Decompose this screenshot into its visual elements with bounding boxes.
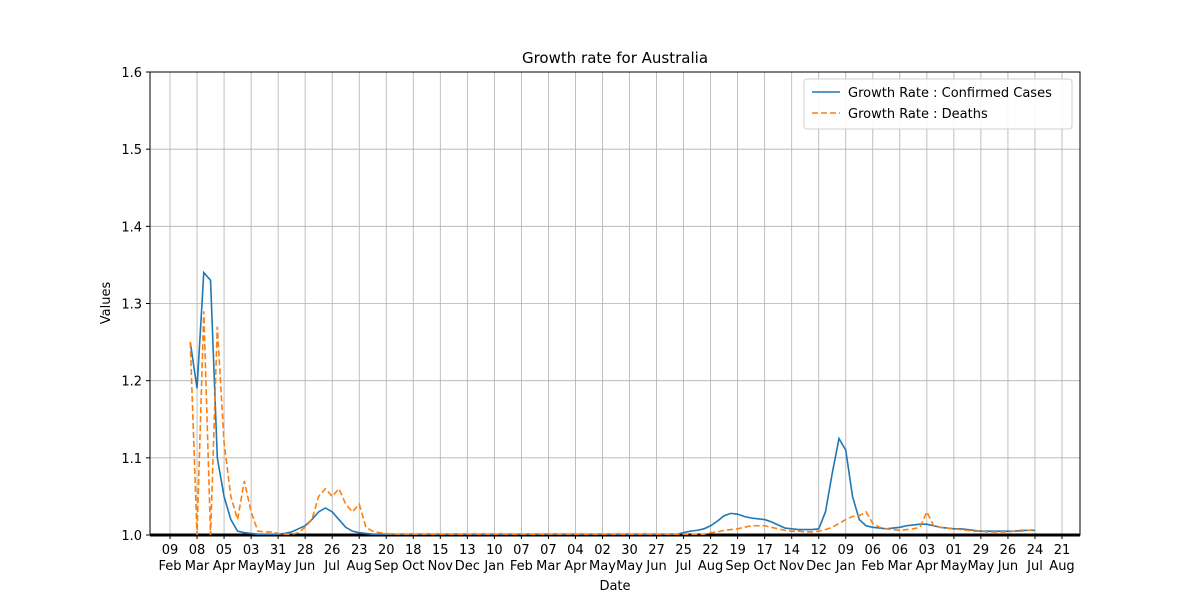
x-tick-label: 09 Feb <box>158 543 181 574</box>
x-tick-label: 01 May <box>940 543 967 574</box>
y-tick-label: 1.4 <box>121 220 142 235</box>
x-tick-label: 22 Aug <box>698 543 723 574</box>
x-tick-label: 14 Nov <box>779 543 805 574</box>
x-tick-label: 19 Sep <box>725 543 750 574</box>
x-tick-label: 28 Jun <box>294 543 315 574</box>
x-tick-label: 21 Aug <box>1049 543 1074 574</box>
legend: Growth Rate : Confirmed Cases Growth Rate… <box>803 78 1073 130</box>
x-tick-label: 05 Apr <box>213 543 236 574</box>
legend-box <box>803 78 1073 130</box>
x-tick-label: 09 Jan <box>835 543 856 574</box>
x-tick-label: 07 Feb <box>510 543 533 574</box>
y-tick-label: 1.1 <box>121 452 142 467</box>
x-tick-label: 06 Mar <box>888 543 913 574</box>
x-tick-label: 02 May <box>589 543 616 574</box>
x-tick-label: 29 May <box>967 543 994 574</box>
x-tick-label: 18 Oct <box>402 543 424 574</box>
y-tick-label: 1.3 <box>121 298 142 313</box>
y-tick-label: 1.6 <box>121 66 142 81</box>
x-tick-label: 20 Sep <box>374 543 399 574</box>
x-axis-label: Date <box>599 579 630 594</box>
x-tick-label: 26 Jun <box>997 543 1018 574</box>
x-tick-label: 03 Apr <box>916 543 939 574</box>
y-tick-label: 1.0 <box>121 529 142 544</box>
x-tick-label: 24 Jul <box>1026 543 1043 574</box>
x-tick-label: 13 Dec <box>455 543 480 574</box>
y-tick-label: 1.2 <box>121 375 142 390</box>
y-axis-label: Values <box>99 282 114 325</box>
x-tick-label: 15 Nov <box>428 543 454 574</box>
x-tick-label: 31 May <box>265 543 292 574</box>
x-tick-label: 25 Jul <box>675 543 692 574</box>
x-tick-label: 03 May <box>238 543 265 574</box>
x-tick-label: 10 Jan <box>483 543 504 574</box>
y-tick-label: 1.5 <box>121 143 142 158</box>
x-tick-label: 23 Aug <box>347 543 372 574</box>
legend-label: Growth Rate : Deaths <box>848 107 988 122</box>
chart-title: Growth rate for Australia <box>522 49 708 67</box>
series-line <box>189 311 1036 536</box>
x-tick-label: 26 Jul <box>323 543 340 574</box>
legend-label: Growth Rate : Confirmed Cases <box>848 86 1052 101</box>
x-tick-label: 06 Feb <box>861 543 884 574</box>
x-tick-label: 04 Apr <box>564 543 587 574</box>
x-tick-label: 12 Dec <box>806 543 831 574</box>
series-line <box>189 270 1035 536</box>
x-tick-label: 27 Jun <box>645 543 666 574</box>
x-tick-label: 08 Mar <box>185 543 210 574</box>
x-tick-label: 17 Oct <box>753 543 775 574</box>
x-tick-label: 07 Mar <box>536 543 561 574</box>
x-tick-label: 30 May <box>616 543 643 574</box>
